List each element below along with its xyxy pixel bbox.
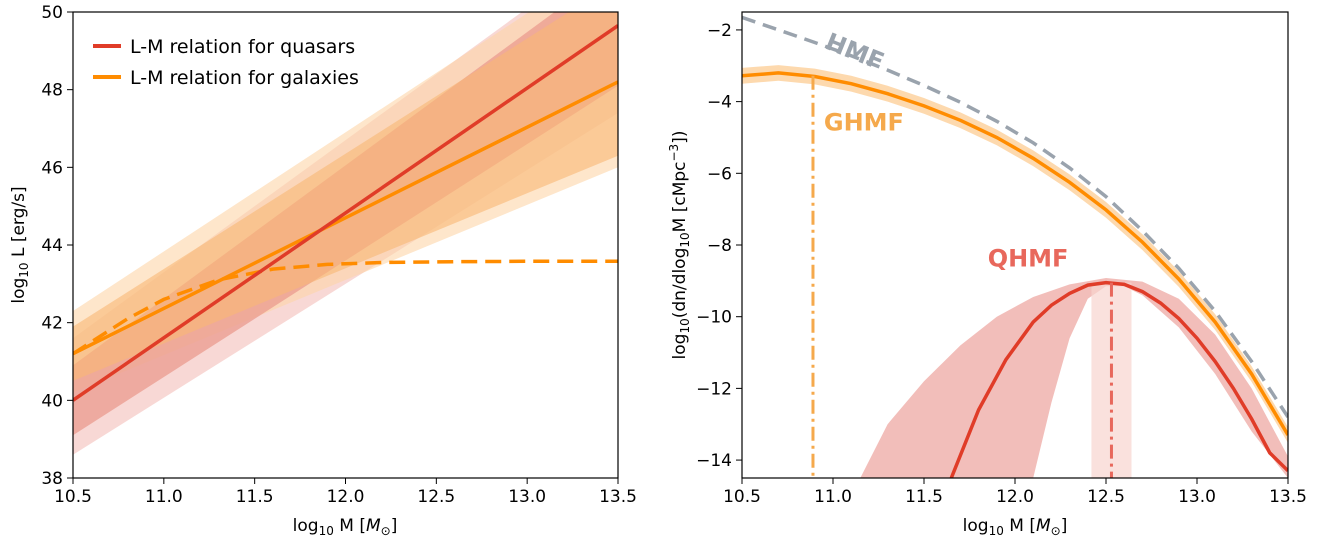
left-y-tick-label: 44 <box>41 236 63 256</box>
left-y-tick-label: 42 <box>41 314 63 334</box>
legend-label-galaxies: L-M relation for galaxies <box>130 67 359 89</box>
left-x-tick-label: 12.5 <box>417 487 455 507</box>
legend-label-quasars: L-M relation for quasars <box>130 36 355 58</box>
left-y-tick-label: 48 <box>41 81 63 101</box>
right-x-tick-label: 12.5 <box>1087 487 1125 507</box>
right-x-tick-label: 11.0 <box>814 487 852 507</box>
right-y-tick-label: −4 <box>707 93 732 113</box>
left-y-tick-label: 38 <box>41 469 63 489</box>
galaxy-lm-line <box>73 80 618 356</box>
left-y-axis-label: log10 L [erg/s] <box>9 186 31 303</box>
left-x-tick-label: 13.5 <box>599 487 637 507</box>
right-chart: 10.5 11.0 11.5 12.0 12.5 13.0 13.5 −14 −12 −10 −8 −… <box>667 11 1307 538</box>
galaxy-saturation-dashed-line <box>73 259 618 356</box>
left-x-tick-label: 13.0 <box>508 487 546 507</box>
left-plot-area <box>73 12 618 455</box>
right-y-axis-label: log10(dn/dlog10M [cMpc−3]) <box>667 131 692 360</box>
right-y-tick-label: −6 <box>707 164 732 184</box>
ghmf-label: GHMF <box>824 108 904 136</box>
quasar-lm-line <box>73 24 618 402</box>
right-x-tick-label: 12.0 <box>996 487 1034 507</box>
left-legend: L-M relation for quasars L-M relation fo… <box>93 36 359 89</box>
right-x-tick-label: 13.0 <box>1178 487 1216 507</box>
left-x-tick-label: 12.0 <box>327 487 365 507</box>
hmf-dashed-line <box>742 15 1288 419</box>
left-ticks: 10.5 11.0 11.5 12.0 12.5 13.0 13.5 38 40 42 44 46 48… <box>41 3 637 507</box>
right-x-tick-label: 13.5 <box>1269 487 1307 507</box>
right-plot-area <box>742 15 1288 478</box>
left-x-axis-label: log10 M [M⊙] <box>293 516 398 538</box>
left-x-tick-label: 11.5 <box>236 487 274 507</box>
left-chart: 10.5 11.0 11.5 12.0 12.5 13.0 13.5 38 40 42 44 46 48… <box>9 3 637 538</box>
right-x-axis-label: log10 M [M⊙] <box>963 516 1068 538</box>
galaxy-inner-band <box>73 12 618 381</box>
left-y-tick-label: 46 <box>41 158 63 178</box>
qhmf-label: QHMF <box>988 245 1069 273</box>
left-y-tick-label: 40 <box>41 391 63 411</box>
right-y-tick-label: −12 <box>696 379 732 399</box>
right-y-tick-label: −10 <box>696 308 732 328</box>
qhmf-line <box>949 280 1288 478</box>
qhmf-band <box>860 278 1288 478</box>
hmf-label: HMF <box>822 27 888 76</box>
left-x-tick-label: 11.0 <box>145 487 183 507</box>
left-y-tick-label: 50 <box>41 3 63 23</box>
right-y-tick-label: −8 <box>707 236 732 256</box>
right-x-tick-label: 11.5 <box>905 487 943 507</box>
ghmf-line <box>742 71 1288 436</box>
right-y-tick-label: −14 <box>696 451 732 471</box>
ghmf-band <box>742 65 1288 443</box>
left-x-tick-label: 10.5 <box>54 487 92 507</box>
right-x-tick-label: 10.5 <box>723 487 761 507</box>
right-ticks: 10.5 11.0 11.5 12.0 12.5 13.0 13.5 −14 −12 −10 −8 −… <box>696 21 1307 507</box>
right-y-tick-label: −2 <box>707 21 732 41</box>
